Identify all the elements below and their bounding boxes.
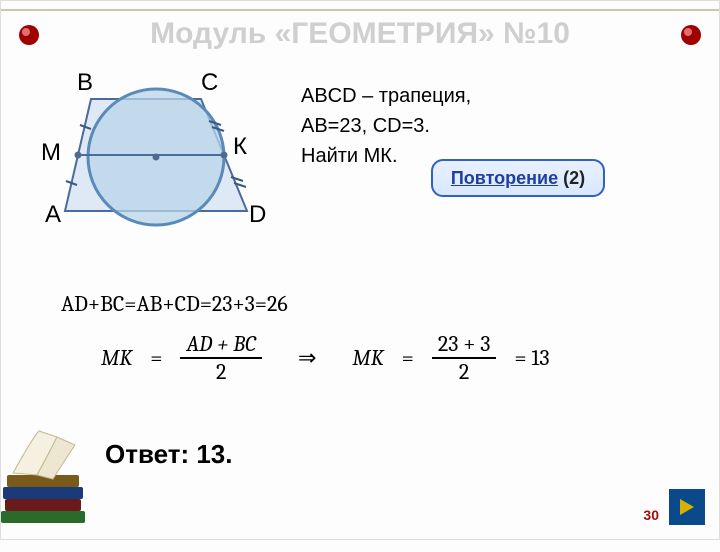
problem-line: ABCD – трапеция, xyxy=(301,81,471,111)
mk-var-2: MK xyxy=(352,345,383,371)
label-K: К xyxy=(233,133,247,161)
label-D: D xyxy=(249,201,266,229)
result: = 13 xyxy=(514,345,549,371)
mk-var: MK xyxy=(101,345,132,371)
page-title: Модуль «ГЕОМЕТРИЯ» №10 xyxy=(1,17,719,51)
label-M: М xyxy=(41,139,61,167)
fraction-1: AD + BC 2 xyxy=(180,331,261,385)
trapezoid-diagram: A В С D М К xyxy=(51,71,271,251)
label-A: A xyxy=(45,201,61,229)
books-icon xyxy=(0,417,103,547)
pin-icon xyxy=(17,23,41,47)
calc-line-1: AD+BC=AB+CD=23+3=26 xyxy=(61,291,288,317)
top-divider xyxy=(1,9,719,11)
next-button[interactable] xyxy=(669,489,705,525)
label-B: В xyxy=(77,69,93,97)
implies-arrow: ⇒ xyxy=(298,345,316,371)
pin-icon xyxy=(679,23,703,47)
fraction-2: 23 + 3 2 xyxy=(432,331,497,385)
repeat-count: (2) xyxy=(563,168,585,188)
answer-text: Ответ: 13. xyxy=(105,439,232,470)
page-number: 30 xyxy=(643,507,659,523)
label-C: С xyxy=(201,69,218,97)
problem-line: АВ=23, CD=3. xyxy=(301,111,471,141)
repeat-label: Повторение xyxy=(451,168,558,188)
formula: MK = AD + BC 2 ⇒ MK = 23 + 3 2 = 13 xyxy=(101,331,550,385)
repeat-button[interactable]: Повторение (2) xyxy=(431,159,605,197)
problem-text: ABCD – трапеция, АВ=23, CD=3. Найти МК. xyxy=(301,81,471,171)
